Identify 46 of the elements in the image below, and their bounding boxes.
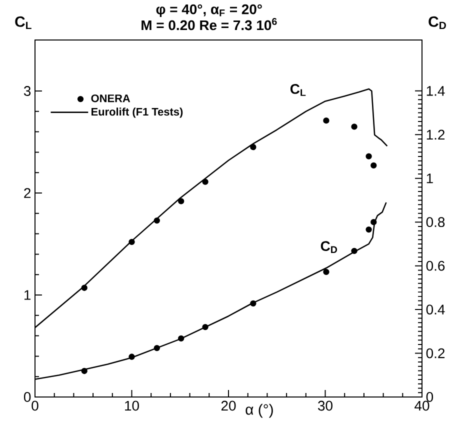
y2-tick-label: 0.8: [426, 217, 445, 228]
y2-tick-label: 0.6: [426, 260, 445, 271]
point: [366, 226, 372, 233]
x-tick-label: 30: [318, 400, 332, 411]
y2-axis-title: C$_{D}$: [428, 16, 446, 30]
y-tick-label: 1: [24, 290, 30, 300]
annotation: C$_{D}$: [320, 241, 338, 254]
chart-title: φ = 40°, α$_{F}$ = 20°: [156, 4, 262, 17]
y2-tick-label: 0.2: [426, 348, 445, 358]
chart-subtitle: M = 0.20 Re = 7.3 10$^{6}$: [142, 18, 277, 30]
y2-tick-label: 1.2: [426, 130, 445, 140]
x-tick-label: 0: [32, 400, 38, 411]
point: [351, 124, 358, 130]
x-tick-label: 40: [414, 400, 430, 411]
point: [323, 117, 330, 124]
point: [178, 198, 184, 204]
x-axis-title: α (°): [246, 404, 273, 418]
legend-label: Eurolift (F1 Tests): [92, 108, 183, 118]
y-tick-label: 0: [24, 392, 31, 402]
point: [81, 284, 88, 291]
point: [250, 300, 256, 307]
x-tick-label: 10: [125, 400, 139, 411]
y-tick-label: 2: [24, 188, 30, 198]
point: [366, 153, 372, 160]
point: [154, 344, 160, 352]
y2-tick-label: 1: [426, 174, 433, 184]
point: [178, 335, 184, 342]
point: [370, 219, 377, 226]
point: [202, 324, 208, 330]
point: [323, 268, 330, 276]
annotation: C$_{L}$: [290, 84, 306, 96]
point: [128, 238, 135, 246]
y2-tick-label: 1.4: [426, 86, 445, 96]
y2-tick-label: 0.4: [426, 304, 445, 314]
y-tick-label: 3: [24, 86, 31, 96]
point: [370, 162, 377, 169]
point: [154, 217, 160, 224]
point: [202, 178, 208, 185]
x-tick-label: 20: [221, 400, 236, 411]
point: [250, 144, 256, 150]
y2-tick-label: 0: [426, 392, 434, 402]
point: [128, 354, 135, 360]
point: [81, 368, 88, 374]
y-axis-title: C$_{L}$: [15, 16, 32, 30]
legend-label: ONERA: [91, 94, 130, 102]
point: [351, 248, 358, 254]
